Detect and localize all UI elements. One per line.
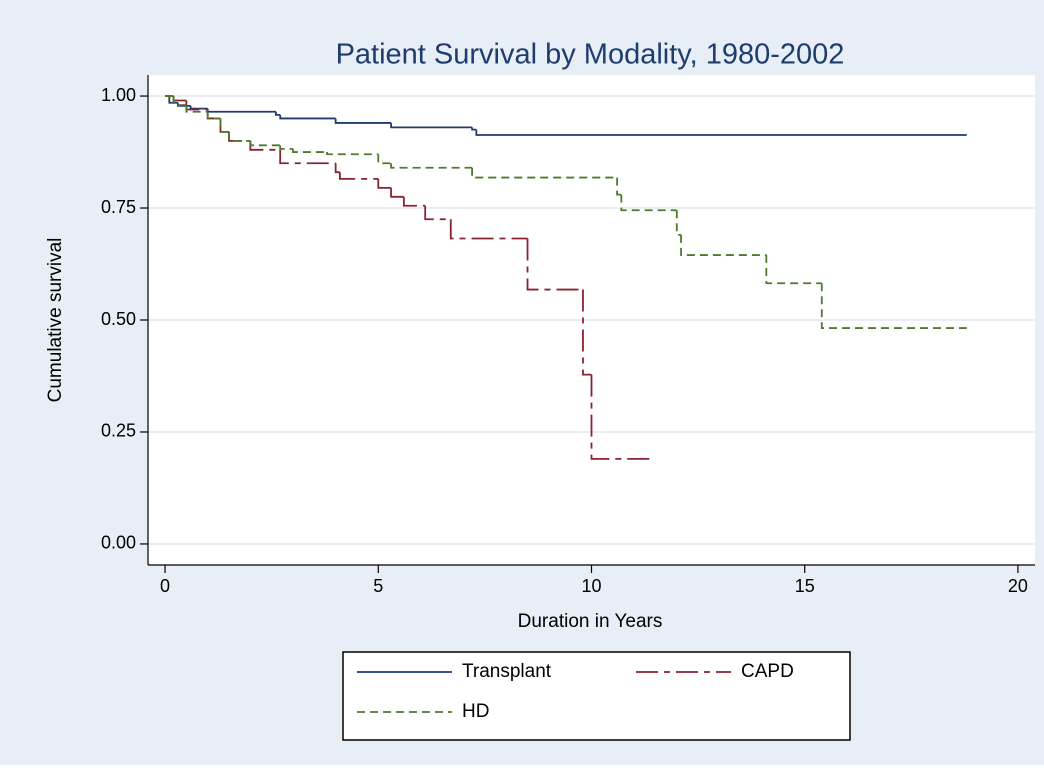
survival-step (279, 149, 336, 165)
survival-step (228, 131, 251, 142)
survival-step (172, 96, 187, 106)
survival-step (168, 96, 178, 104)
x-tick-label: 10 (581, 576, 601, 596)
survival-step (675, 210, 682, 236)
survival-step (582, 289, 592, 376)
survival-step (338, 172, 379, 180)
survival-step (185, 105, 208, 113)
survival-step (620, 194, 677, 212)
survival-step (219, 118, 230, 133)
survival-step (424, 205, 451, 221)
survival-step (449, 219, 528, 240)
x-tick-label: 15 (795, 576, 815, 596)
survival-step (390, 187, 404, 198)
x-tick-label: 0 (160, 576, 170, 596)
legend-label: Transplant (462, 661, 552, 682)
survival-step (616, 177, 622, 196)
survival-step (334, 163, 340, 174)
survival-step (292, 148, 328, 153)
survival-step (275, 111, 281, 116)
y-axis-label: Cumulative survival (45, 238, 66, 403)
survival-step (471, 127, 477, 131)
y-tick-label: 0.25 (101, 421, 136, 441)
survival-step (820, 283, 967, 329)
survival-step (390, 163, 473, 169)
y-tick-label: 0.50 (101, 309, 136, 329)
survival-step (471, 167, 618, 179)
survival-step (326, 152, 379, 156)
legend-label: CAPD (741, 661, 794, 682)
survival-step (402, 196, 426, 207)
survival-step (377, 154, 392, 165)
survival-step (279, 114, 336, 120)
survival-step (765, 255, 822, 285)
y-tick-label: 0.00 (101, 533, 136, 553)
y-tick-label: 0.75 (101, 197, 136, 217)
survival-step (249, 140, 281, 147)
survival-step (390, 122, 473, 129)
survival-step (279, 145, 293, 150)
y-tick-label: 1.00 (101, 85, 136, 105)
survival-step (680, 234, 767, 256)
survival-step (334, 118, 392, 124)
legend (342, 651, 851, 741)
legend-label: HD (462, 701, 489, 722)
survival-step (206, 111, 221, 120)
x-tick-label: 20 (1008, 576, 1028, 596)
x-tick-label: 5 (373, 576, 383, 596)
survival-step (475, 129, 967, 136)
survival-step (377, 178, 392, 189)
x-axis-label: Duration in Years (518, 611, 663, 632)
survival-step (590, 374, 652, 460)
survival-step (526, 238, 583, 291)
chart-title: Patient Survival by Modality, 1980-2002 (336, 39, 845, 71)
